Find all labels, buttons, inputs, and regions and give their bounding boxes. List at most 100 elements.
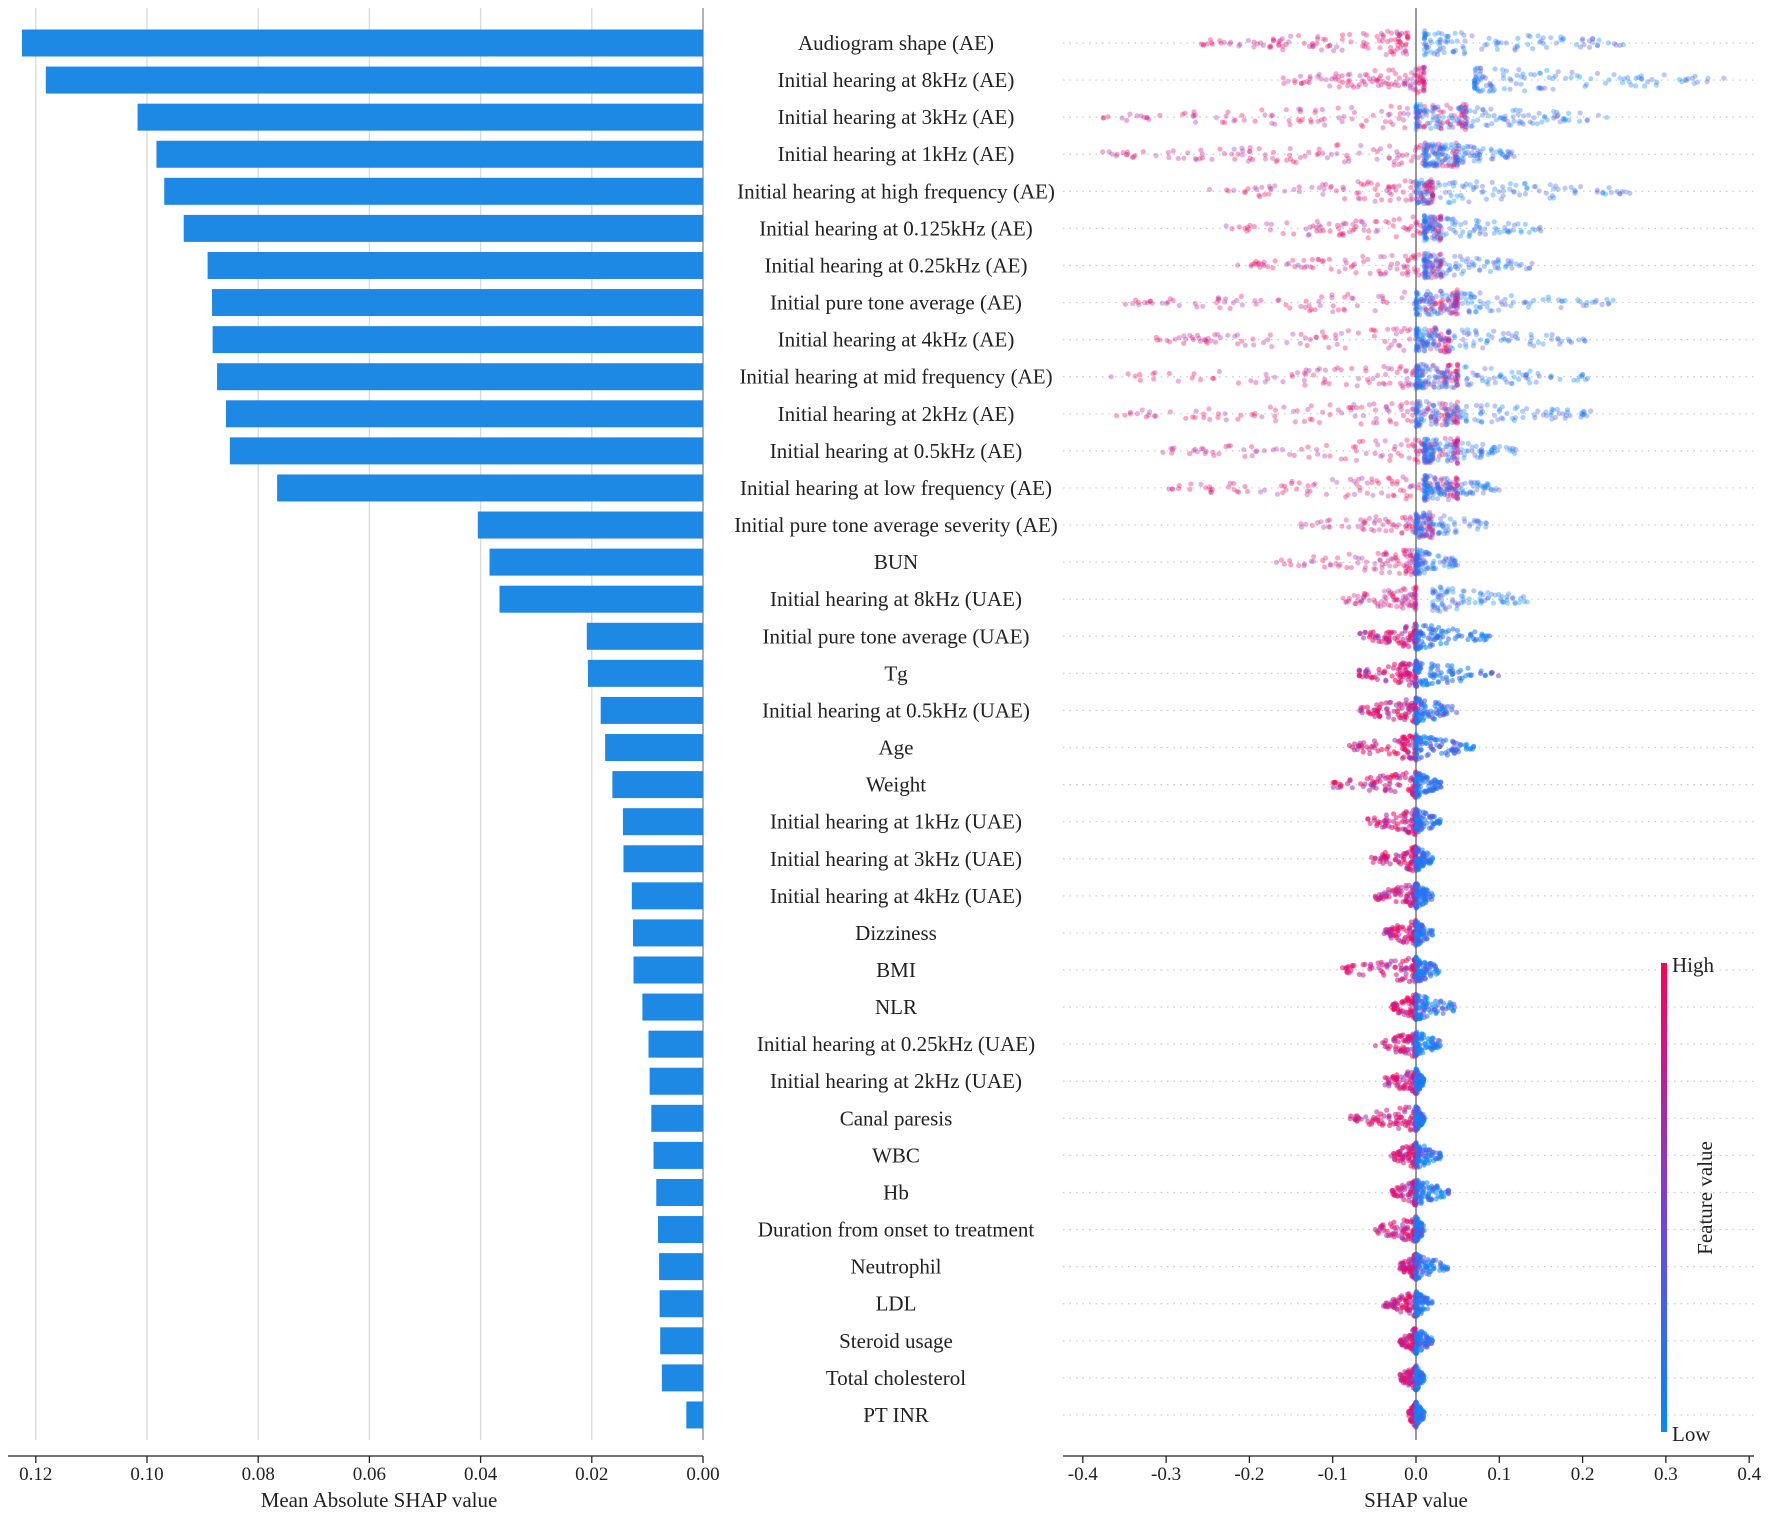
shap-point [1482,75,1489,81]
shap-point [1450,179,1456,185]
shap-point [1520,121,1526,127]
shap-point [1416,252,1422,258]
shap-point [1336,226,1342,232]
shap-point [1357,630,1363,636]
shap-point [1579,372,1585,378]
shap-point [1606,185,1612,191]
shap-point [1424,255,1430,261]
shap-point [1301,377,1307,384]
shap-point [1485,337,1491,344]
shap-point [1457,104,1463,110]
shap-point [1357,196,1363,202]
shap-point [1480,106,1486,112]
shap-point [1473,443,1479,449]
shap-point [1446,160,1452,166]
shap-point [1442,144,1448,150]
bar [183,214,704,242]
shap-point [1471,743,1477,750]
shap-point [1492,592,1498,598]
shap-point [1526,265,1532,271]
shap-point [1411,252,1417,259]
shap-point [1600,189,1606,195]
shap-point [1530,226,1536,232]
shap-point [1563,116,1569,122]
shap-point [1524,185,1530,191]
shap-point [1340,230,1346,236]
shap-point [1119,115,1125,121]
shap-point [1378,453,1384,459]
shap-point [1464,377,1470,383]
shap-point [1247,148,1253,154]
shap-point [1316,298,1322,304]
shap-point [1392,37,1398,43]
shap-point [1468,672,1474,679]
shap-point [1336,84,1342,90]
shap-point [1454,287,1460,293]
shap-point [1310,223,1316,229]
shap-point [1388,342,1394,348]
shap-point [1504,153,1510,159]
shap-point [1492,66,1498,72]
shap-point [1213,114,1219,121]
shap-point [1430,162,1436,168]
bar [648,1030,703,1058]
shap-point [1419,338,1425,344]
shap-point [1446,347,1452,353]
feature-label: Tg [884,661,908,685]
shap-point [1397,39,1403,45]
shap-point [1421,260,1427,266]
shap-point [1318,519,1324,525]
shap-point [1287,121,1293,128]
shap-point [1522,88,1528,94]
shap-point [1455,157,1461,163]
shap-point [1175,378,1181,384]
shap-point [1504,379,1510,385]
shap-point [1170,148,1176,154]
shap-point [1361,79,1367,85]
shap-point [1476,225,1482,231]
shap-point [1550,186,1557,192]
shap-point [1568,184,1574,190]
shap-point [1460,268,1467,274]
shap-point [1395,821,1401,827]
shap-point [1438,213,1444,219]
shap-point [1404,818,1410,825]
shap-point [1273,418,1279,424]
shap-point [1452,297,1459,304]
shap-point [1532,72,1538,78]
shap-point [1490,259,1497,265]
shap-point [1462,121,1469,128]
shap-point [1460,337,1466,343]
shap-point [1286,260,1292,266]
shap-point [1306,303,1312,309]
shap-point [1464,327,1471,333]
shap-point [1522,221,1528,227]
shap-point [1343,381,1349,388]
shap-point [1471,84,1478,90]
shap-point [1130,154,1137,160]
shap-point [1307,416,1313,422]
shap-point [1381,363,1387,370]
shap-point [1395,83,1401,89]
shap-point [1405,34,1411,41]
shap-point [1349,295,1355,301]
shap-point [1430,149,1436,155]
shap-point [1418,229,1424,235]
shap-point [1387,197,1393,203]
shap-point [1454,305,1460,311]
shap-point [1550,407,1556,413]
shap-point [1216,297,1222,303]
shap-point [1433,408,1439,414]
shap-point [1436,342,1442,348]
shap-point [1424,48,1430,55]
shap-point [1100,115,1106,121]
shap-point [1460,43,1466,49]
shap-point [1138,113,1144,119]
shap-point [1188,481,1194,487]
shap-point [1285,78,1291,84]
shap-point [1396,342,1402,348]
shap-point [1407,197,1413,203]
shap-point [1359,526,1365,532]
feature-label: Audiogram shape (AE) [798,31,994,55]
shap-point [1419,199,1425,205]
